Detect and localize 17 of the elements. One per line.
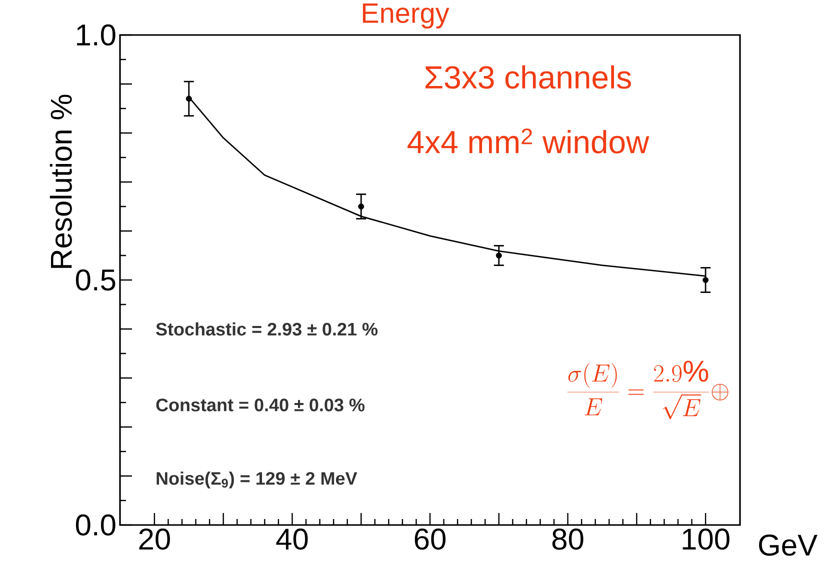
annotation: Stochastic = 2.93 ± 0.21 %: [156, 322, 378, 336]
annotation: $\frac{\sigma(E)}{E} = \frac{2.9\%}{\sqrt{E}} \oplus$: [567, 360, 728, 420]
x-tick-label: 40: [276, 528, 308, 550]
x-tick-label: 80: [552, 528, 584, 550]
x-tick-label: 60: [414, 528, 446, 550]
annotation: Noise(Σ$_{9}$) = 129 ± 2 MeV: [156, 472, 358, 488]
y-axis-title: Resolution %: [50, 94, 72, 268]
annotation: Constant = 0.40 ± 0.03 %: [156, 398, 364, 412]
x-axis-title: GeV: [759, 534, 818, 556]
annotation: 4x4 mm$^{2}$ window: [408, 128, 650, 154]
y-tick-label: 0.5: [76, 269, 116, 291]
chart-title: Energy: [362, 3, 450, 29]
annotation: Σ3x3 channels: [426, 65, 631, 89]
x-tick-label: 20: [139, 528, 170, 550]
x-tick-label: 100: [682, 528, 730, 550]
y-tick-label: 0.0: [76, 514, 116, 536]
y-tick-label: 1.0: [77, 24, 116, 46]
